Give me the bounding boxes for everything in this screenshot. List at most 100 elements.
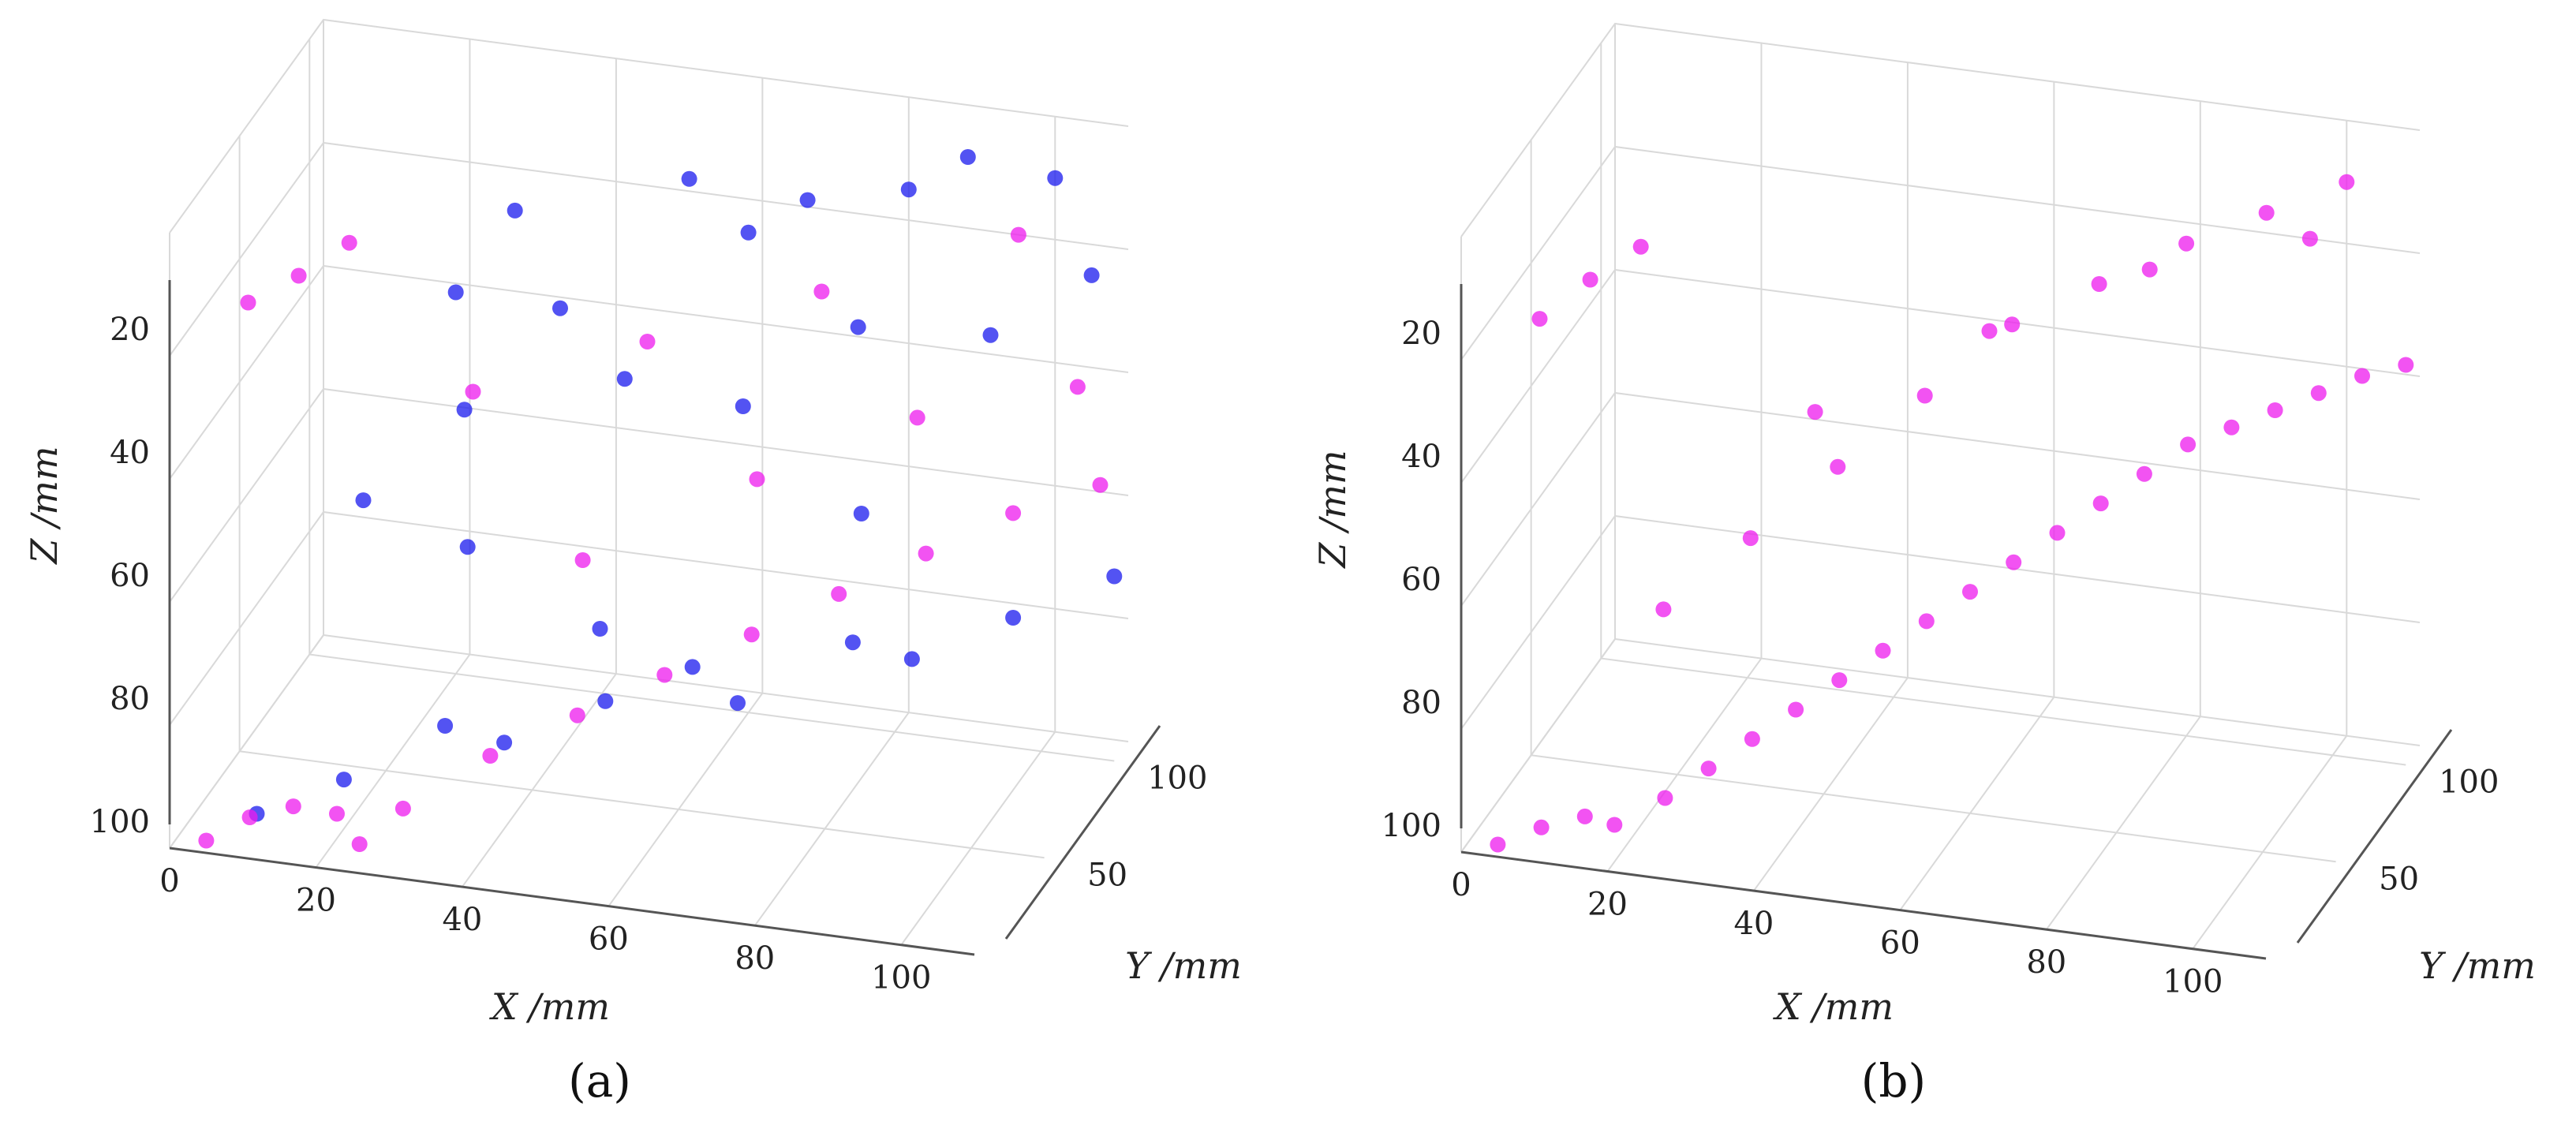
data-point: [735, 398, 751, 414]
data-point: [656, 667, 673, 683]
gridline: [169, 387, 1129, 603]
gridline: [1606, 657, 1763, 873]
data-point: [1788, 701, 1804, 718]
x-axis-title-a: X /mm: [489, 985, 610, 1028]
panel-b: 0 20 40 60 80 100 50 100 20 40 60 80 100 (b) X /mm Y…: [1311, 22, 2536, 1108]
data-point: [853, 506, 869, 521]
data-point: [1490, 836, 1506, 853]
data-point: [1632, 238, 1649, 255]
gridline: [754, 712, 910, 926]
gridline: [1531, 754, 2336, 863]
gridline: [169, 264, 1129, 480]
z-tick-label: 40: [110, 435, 150, 471]
data-point: [240, 294, 256, 311]
data-point: [1106, 568, 1123, 585]
x-tick-label: 0: [1451, 867, 1471, 903]
gridline: [1460, 637, 2421, 853]
data-point: [1533, 819, 1550, 835]
y-axis-title-a: Y /mm: [1125, 944, 1242, 987]
data-point: [351, 836, 368, 852]
data-point: [459, 539, 476, 555]
data-point: [496, 734, 513, 751]
data-point: [684, 659, 701, 675]
tick-labels: 0 20 40 60 80 100 50 100 20 40 60 80 100: [1381, 316, 2499, 1000]
data-point: [749, 471, 765, 488]
data-points: [198, 149, 1123, 852]
z-tick-label: 60: [110, 558, 150, 594]
z-axis-title-b: Z /mm: [1311, 450, 1354, 569]
gridline: [1460, 514, 2421, 730]
data-point: [2354, 368, 2370, 384]
data-point: [1962, 584, 1978, 600]
gridline: [1753, 677, 1909, 891]
x-tick-label: 0: [159, 863, 179, 899]
data-point: [2398, 357, 2414, 373]
x-tick-label: 40: [1733, 906, 1774, 942]
data-point: [850, 319, 866, 335]
data-point: [844, 634, 861, 651]
data-point: [1582, 271, 1598, 288]
gridline: [462, 673, 617, 888]
data-point: [1005, 610, 1022, 626]
data-point: [285, 798, 301, 815]
x-tick-label: 80: [735, 940, 775, 977]
gridline: [169, 634, 1129, 849]
data-point: [681, 170, 697, 187]
gridline: [1460, 268, 2421, 484]
data-point: [592, 621, 608, 637]
tick-labels: 0 20 40 60 80 100 50 100 20 40 60 80 100: [90, 312, 1208, 996]
data-point: [2267, 402, 2283, 418]
data-point: [1918, 613, 1935, 630]
gridline: [608, 693, 764, 907]
data-point: [1005, 505, 1022, 521]
data-point: [574, 552, 591, 568]
x-tick-label: 100: [871, 960, 931, 996]
data-point: [341, 234, 357, 251]
gridline: [1460, 22, 2421, 237]
data-point: [2301, 230, 2318, 247]
data-point: [1047, 170, 1064, 186]
gridline: [309, 653, 1115, 762]
z-tick-label: 100: [90, 804, 150, 840]
data-point: [2310, 385, 2327, 402]
data-point: [2178, 235, 2195, 252]
data-point: [2223, 419, 2240, 435]
y-axis-line: [1004, 725, 1161, 940]
data-point: [329, 805, 345, 822]
gridline: [1460, 391, 2421, 607]
data-point: [2049, 525, 2066, 541]
data-point: [2180, 436, 2197, 453]
data-point: [1875, 642, 1891, 659]
data-point: [1083, 267, 1100, 283]
data-point: [900, 181, 917, 198]
y-tick-label: 100: [2439, 764, 2499, 801]
gridline: [2046, 716, 2201, 930]
z-tick-label: 20: [110, 312, 150, 348]
data-point: [1531, 311, 1548, 327]
panel-label-b: (b): [1861, 1054, 1926, 1108]
data-point: [730, 695, 746, 712]
data-point: [959, 149, 976, 165]
z-axis-title-a: Z /mm: [23, 446, 65, 565]
data-point: [909, 409, 925, 426]
data-point: [1655, 601, 1672, 618]
data-point: [1807, 404, 1823, 420]
data-point: [355, 492, 372, 509]
data-point: [447, 284, 464, 301]
gridline: [1899, 697, 2055, 911]
gridline: [315, 653, 471, 869]
data-point: [482, 748, 499, 764]
data-point: [982, 327, 999, 343]
gridline: [169, 18, 1129, 234]
data-point: [2136, 465, 2152, 482]
data-point: [2006, 554, 2022, 570]
data-point: [1916, 387, 1933, 404]
z-tick-label: 100: [1381, 808, 1441, 844]
gridline: [900, 731, 1056, 946]
x-axis-title-b: X /mm: [1773, 985, 1894, 1028]
data-point: [918, 545, 934, 562]
x-tick-label: 60: [589, 921, 629, 958]
gridline: [239, 750, 1045, 859]
